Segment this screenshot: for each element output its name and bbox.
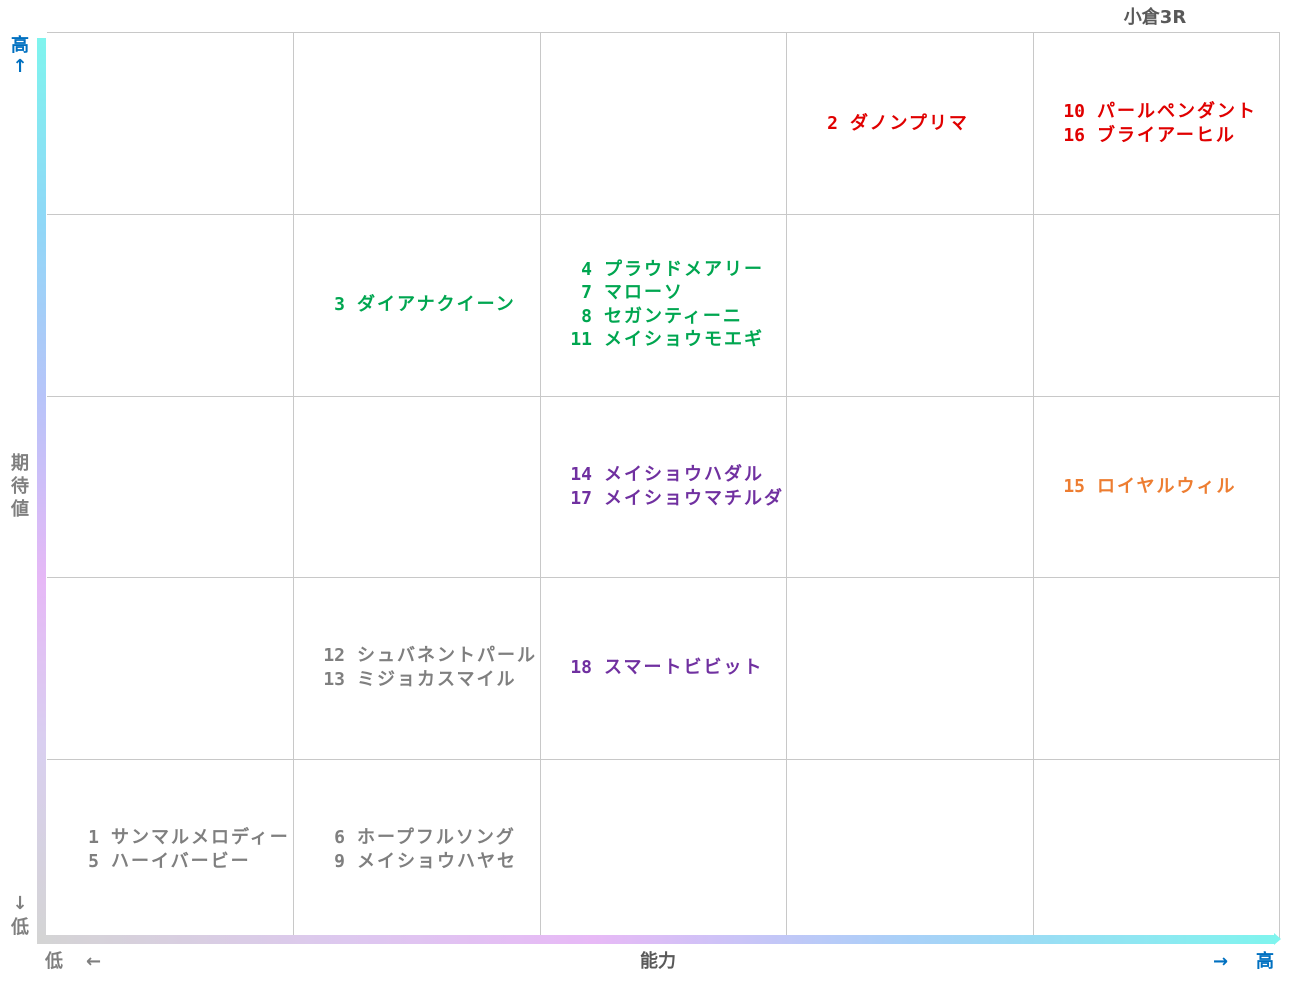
y-label-char-1: 期 xyxy=(11,453,29,474)
horse-entry: 15 ロイヤルウィル xyxy=(1043,475,1236,499)
matrix-grid: 2 ダノンプリマ 10 パールペンダント 16 ブライアーヒル 3 ダイアナクイーン 4 プラウド… xyxy=(47,32,1280,940)
horse-entry: 16 ブライアーヒル xyxy=(1043,124,1257,148)
horse-name: マローソ xyxy=(604,282,684,303)
horse-number: 11 xyxy=(570,329,592,350)
horse-name: シュバネントパール xyxy=(357,645,537,666)
horse-name: ハーイバービー xyxy=(111,850,251,872)
horse-number: 7 xyxy=(581,282,592,303)
x-axis-label: 能力 xyxy=(640,951,676,972)
horse-name: ダイアナクイーン xyxy=(357,293,516,315)
chart-title: 小倉3R xyxy=(1123,7,1187,28)
horse-name: スマートビビット xyxy=(604,656,764,678)
horse-entry: 11 メイショウモエギ xyxy=(550,328,764,352)
matrix-cell: 3 ダイアナクイーン xyxy=(293,214,539,395)
horse-entry: 2 ダノンプリマ xyxy=(796,112,969,136)
horse-number: 8 xyxy=(581,305,592,327)
y-high-label: 高 xyxy=(11,35,29,56)
grid-hline xyxy=(47,214,1279,215)
horse-entry: 4 プラウドメアリー xyxy=(550,258,764,282)
matrix-cell: 14 メイショウハダル 17 メイショウマチルダ xyxy=(540,396,786,577)
horse-name: サンマルメロディー xyxy=(111,827,290,848)
horse-entry: 17 メイショウマチルダ xyxy=(550,487,784,511)
x-low-arrow: ← xyxy=(86,951,102,972)
horse-list: 12 シュバネントパール 13 ミジョカスマイル xyxy=(303,644,537,691)
matrix-cell: 6 ホープフルソング 9 メイショウハヤセ xyxy=(293,759,539,940)
horse-number: 4 xyxy=(581,258,592,280)
matrix-cell: 15 ロイヤルウィル xyxy=(1033,396,1279,577)
matrix-cell: 1 サンマルメロディー 5 ハーイバービー xyxy=(47,759,293,940)
x-low-label: 低 xyxy=(45,951,63,972)
horse-number: 12 xyxy=(323,645,345,666)
horse-number: 17 xyxy=(570,487,592,509)
horse-number: 3 xyxy=(334,293,345,315)
x-high-arrow: → xyxy=(1213,951,1229,972)
horse-entry: 10 パールペンダント xyxy=(1043,100,1257,124)
horse-name: ロイヤルウィル xyxy=(1097,475,1237,497)
horse-name: メイショウハダル xyxy=(604,464,764,485)
horse-name: メイショウモエギ xyxy=(604,329,764,350)
horse-entry: 3 ダイアナクイーン xyxy=(303,293,516,317)
horse-name: ダノンプリマ xyxy=(850,112,969,134)
horse-number: 10 xyxy=(1063,101,1085,122)
horse-list: 3 ダイアナクイーン xyxy=(303,293,516,317)
horse-name: パールペンダント xyxy=(1097,101,1257,122)
horse-entry: 1 サンマルメロディー xyxy=(57,826,290,850)
horse-number: 13 xyxy=(323,668,345,690)
matrix-cell: 4 プラウドメアリー 7 マローソ 8 セガンティーニ 11 メイショウモエギ xyxy=(540,214,786,395)
matrix-cell: 10 パールペンダント 16 ブライアーヒル xyxy=(1033,33,1279,214)
horse-list: 15 ロイヤルウィル xyxy=(1043,475,1236,499)
horse-name: ブライアーヒル xyxy=(1097,124,1236,146)
y-label-char-3: 値 xyxy=(11,499,29,520)
grid-vline xyxy=(1033,33,1034,940)
horse-number: 15 xyxy=(1063,475,1085,497)
horse-entry: 8 セガンティーニ xyxy=(550,305,764,329)
horse-number: 16 xyxy=(1063,124,1085,146)
x-high-label: 高 xyxy=(1256,951,1274,972)
horse-name: セガンティーニ xyxy=(604,305,743,327)
horse-name: プラウドメアリー xyxy=(604,258,764,280)
horse-entry: 6 ホープフルソング xyxy=(303,826,517,850)
grid-hline xyxy=(47,396,1279,397)
horse-entry: 7 マローソ xyxy=(550,281,764,305)
grid-hline xyxy=(47,759,1279,760)
horse-number: 18 xyxy=(570,656,592,678)
horse-list: 1 サンマルメロディー 5 ハーイバービー xyxy=(57,826,290,873)
y-low-label: 低 xyxy=(11,917,29,938)
grid-vline xyxy=(786,33,787,940)
y-label-char-2: 待 xyxy=(11,476,29,497)
horse-list: 18 スマートビビット xyxy=(550,656,763,680)
horse-number: 1 xyxy=(88,827,99,848)
horse-number: 6 xyxy=(334,827,345,848)
horse-name: メイショウハヤセ xyxy=(357,850,517,872)
horse-list: 6 ホープフルソング 9 メイショウハヤセ xyxy=(303,826,517,873)
x-axis-arrow xyxy=(37,935,1275,944)
matrix-cell: 18 スマートビビット xyxy=(540,577,786,758)
y-low-arrow: ↓ xyxy=(12,893,28,914)
horse-entry: 18 スマートビビット xyxy=(550,656,763,680)
horse-entry: 14 メイショウハダル xyxy=(550,463,784,487)
horse-number: 5 xyxy=(88,850,99,872)
horse-entry: 12 シュバネントパール xyxy=(303,644,537,668)
horse-name: ホープフルソング xyxy=(357,827,516,848)
horse-name: ミジョカスマイル xyxy=(357,668,517,690)
horse-entry: 5 ハーイバービー xyxy=(57,850,290,874)
y-high-arrow: ↑ xyxy=(12,56,28,77)
horse-entry: 9 メイショウハヤセ xyxy=(303,850,517,874)
grid-vline xyxy=(540,33,541,940)
horse-list: 10 パールペンダント 16 ブライアーヒル xyxy=(1043,100,1257,147)
matrix-cell: 12 シュバネントパール 13 ミジョカスマイル xyxy=(293,577,539,758)
horse-number: 2 xyxy=(827,112,838,134)
horse-list: 2 ダノンプリマ xyxy=(796,112,969,136)
horse-number: 14 xyxy=(570,464,592,485)
horse-name: メイショウマチルダ xyxy=(604,487,784,509)
horse-number: 9 xyxy=(334,850,345,872)
grid-vline xyxy=(293,33,294,940)
y-axis-arrow xyxy=(37,38,46,942)
matrix-cell: 2 ダノンプリマ xyxy=(786,33,1032,214)
horse-list: 4 プラウドメアリー 7 マローソ 8 セガンティーニ 11 メイショウモエギ xyxy=(550,258,764,352)
horse-list: 14 メイショウハダル 17 メイショウマチルダ xyxy=(550,463,784,510)
x-axis-arrowhead xyxy=(1274,933,1281,945)
grid-hline xyxy=(47,577,1279,578)
horse-entry: 13 ミジョカスマイル xyxy=(303,668,537,692)
